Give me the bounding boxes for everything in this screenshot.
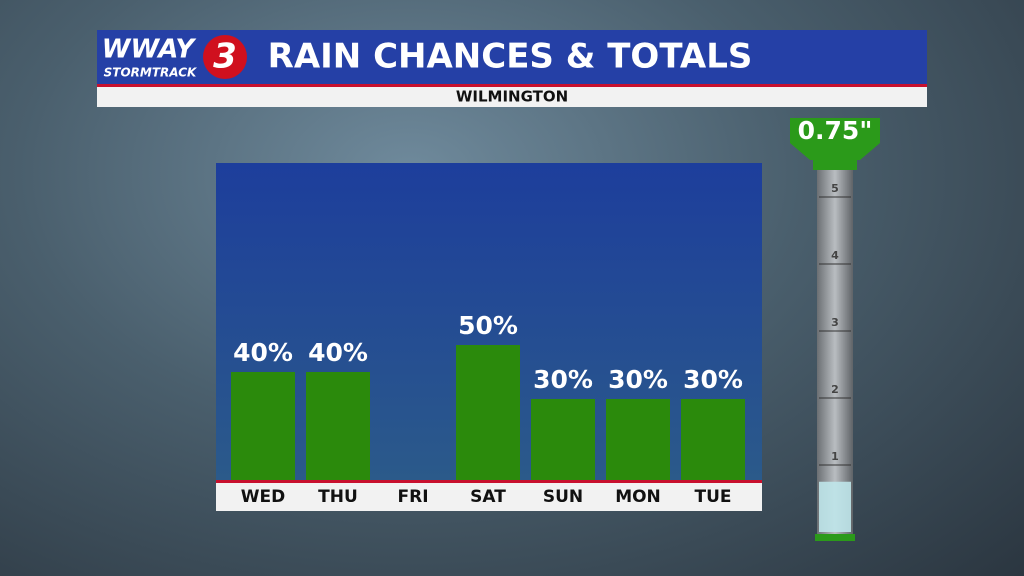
x-tick-label: MON (615, 487, 661, 507)
value-label: 30% (533, 365, 593, 394)
subtitle-band (97, 87, 927, 107)
x-tick-label: THU (318, 487, 358, 507)
value-label: 30% (683, 365, 743, 394)
gauge-total: 0.75" (798, 116, 873, 145)
bar (306, 372, 370, 480)
gauge-tick-label: 5 (831, 182, 839, 195)
baseline-rule (216, 480, 762, 483)
chart-subtitle: WILMINGTON (456, 88, 568, 106)
gauge-tick-label: 3 (831, 316, 839, 329)
x-tick-label: SUN (543, 487, 583, 507)
bar (606, 399, 670, 480)
logo-badge (203, 35, 247, 79)
x-tick-label: SAT (470, 487, 506, 507)
bar (531, 399, 595, 480)
gauge-cap (790, 118, 880, 160)
x-tick-label: WED (241, 487, 285, 507)
gauge-tube (817, 168, 853, 536)
logo-number: 3 (213, 37, 237, 77)
gauge-neck (813, 160, 857, 170)
x-tick-label: TUE (694, 487, 731, 507)
gauge-fill (819, 481, 851, 532)
gauge-tick-label: 2 (831, 383, 839, 396)
bar (681, 399, 745, 480)
gauge-tick-label: 4 (831, 249, 839, 262)
header-rule (97, 84, 927, 87)
value-label: 30% (608, 365, 668, 394)
category-band (216, 483, 762, 511)
value-label: 40% (308, 338, 368, 367)
logo-name: WWAY (102, 35, 198, 65)
gauge-base (815, 534, 855, 541)
bar (456, 345, 520, 480)
x-tick-label: FRI (397, 487, 428, 507)
gauge-tick-label: 1 (831, 450, 839, 463)
bar (231, 372, 295, 480)
chart-title: RAIN CHANCES & TOTALS (268, 37, 753, 77)
logo-brand: STORMTRACK (104, 66, 198, 80)
value-label: 40% (233, 338, 293, 367)
value-label: 50% (458, 311, 518, 340)
